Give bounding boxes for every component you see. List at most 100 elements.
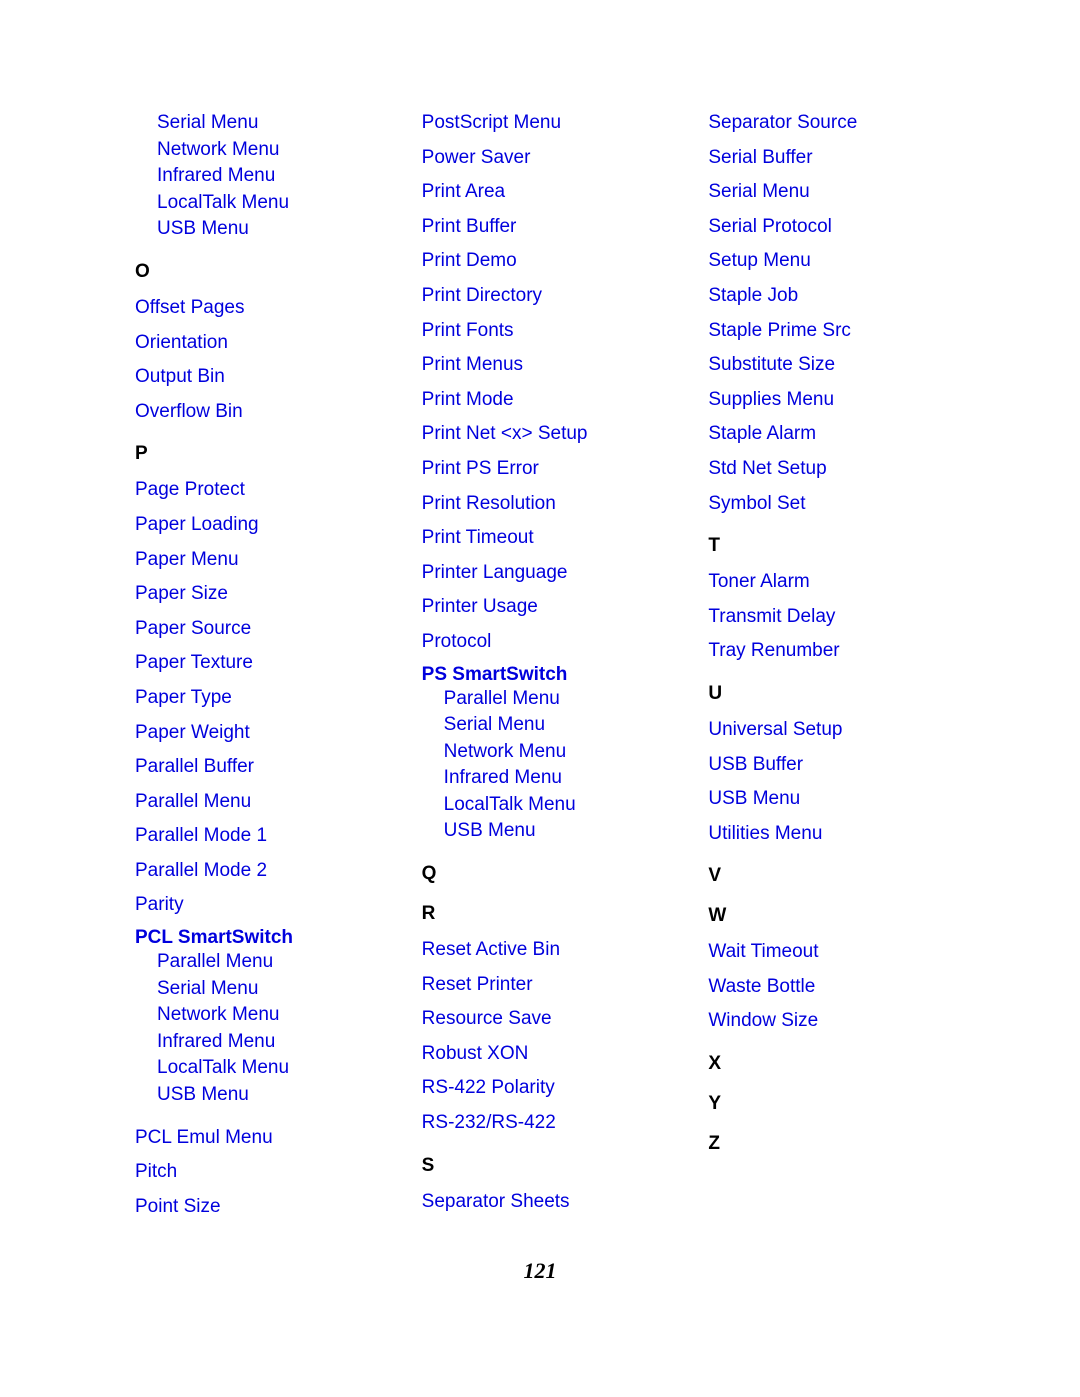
index-link[interactable]: Tray Renumber	[708, 638, 945, 665]
index-link[interactable]: USB Menu	[708, 786, 945, 813]
index-columns: Serial Menu Network Menu Infrared Menu L…	[135, 110, 945, 1228]
index-link[interactable]: Printer Usage	[422, 594, 659, 621]
index-link[interactable]: Robust XON	[422, 1041, 659, 1068]
index-link[interactable]: Transmit Delay	[708, 604, 945, 631]
index-link[interactable]: Parity	[135, 892, 372, 919]
index-link[interactable]: PCL Emul Menu	[135, 1125, 372, 1152]
index-link[interactable]: Print Directory	[422, 283, 659, 310]
index-link[interactable]: Serial Buffer	[708, 145, 945, 172]
letter-u: U	[708, 683, 945, 705]
index-link[interactable]: Reset Active Bin	[422, 937, 659, 964]
index-link[interactable]: LocalTalk Menu	[135, 1055, 372, 1082]
index-link[interactable]: Print Area	[422, 179, 659, 206]
index-link[interactable]: Setup Menu	[708, 248, 945, 275]
letter-s: S	[422, 1155, 659, 1177]
pcl-sub-group: Parallel Menu Serial Menu Network Menu I…	[135, 949, 372, 1109]
index-link[interactable]: Print Net <x> Setup	[422, 421, 659, 448]
index-link[interactable]: Print Mode	[422, 387, 659, 414]
index-link[interactable]: Utilities Menu	[708, 821, 945, 848]
index-link[interactable]: Staple Job	[708, 283, 945, 310]
index-link[interactable]: Parallel Mode 2	[135, 858, 372, 885]
index-link[interactable]: USB Buffer	[708, 752, 945, 779]
index-link[interactable]: Toner Alarm	[708, 569, 945, 596]
index-link[interactable]: Paper Type	[135, 685, 372, 712]
index-link[interactable]: Serial Menu	[135, 110, 372, 137]
index-link[interactable]: Paper Weight	[135, 720, 372, 747]
index-link[interactable]: LocalTalk Menu	[422, 792, 659, 819]
index-link[interactable]: Wait Timeout	[708, 939, 945, 966]
index-link[interactable]: Print Demo	[422, 248, 659, 275]
index-link[interactable]: LocalTalk Menu	[135, 190, 372, 217]
index-link[interactable]: Std Net Setup	[708, 456, 945, 483]
index-link[interactable]: Supplies Menu	[708, 387, 945, 414]
index-link[interactable]: Offset Pages	[135, 295, 372, 322]
index-link[interactable]: Paper Source	[135, 616, 372, 643]
index-link[interactable]: Parallel Mode 1	[135, 823, 372, 850]
index-link[interactable]: Serial Protocol	[708, 214, 945, 241]
index-link[interactable]: Print Resolution	[422, 491, 659, 518]
index-link[interactable]: Print Timeout	[422, 525, 659, 552]
index-link[interactable]: Power Saver	[422, 145, 659, 172]
index-link[interactable]: Parallel Buffer	[135, 754, 372, 781]
index-link[interactable]: Print Fonts	[422, 318, 659, 345]
index-link[interactable]: Paper Loading	[135, 512, 372, 539]
index-link[interactable]: Parallel Menu	[135, 789, 372, 816]
index-link[interactable]: Serial Menu	[135, 976, 372, 1003]
index-link[interactable]: Resource Save	[422, 1006, 659, 1033]
index-link[interactable]: USB Menu	[135, 1082, 372, 1109]
index-link[interactable]: Infrared Menu	[135, 163, 372, 190]
index-link[interactable]: Network Menu	[135, 137, 372, 164]
index-link[interactable]: USB Menu	[135, 216, 372, 243]
index-link[interactable]: Separator Source	[708, 110, 945, 137]
letter-v: V	[708, 865, 945, 887]
index-link[interactable]: Parallel Menu	[422, 686, 659, 713]
index-link[interactable]: Window Size	[708, 1008, 945, 1035]
page-number: 121	[135, 1258, 945, 1284]
index-link[interactable]: Staple Alarm	[708, 421, 945, 448]
index-link[interactable]: Infrared Menu	[422, 765, 659, 792]
index-link[interactable]: Serial Menu	[422, 712, 659, 739]
index-link[interactable]: PostScript Menu	[422, 110, 659, 137]
index-link[interactable]: RS-232/RS-422	[422, 1110, 659, 1137]
index-link[interactable]: USB Menu	[422, 818, 659, 845]
index-link[interactable]: Print Buffer	[422, 214, 659, 241]
column-2: PostScript Menu Power Saver Print Area P…	[422, 110, 659, 1228]
index-link[interactable]: Network Menu	[135, 1002, 372, 1029]
ps-sub-group: Parallel Menu Serial Menu Network Menu I…	[422, 686, 659, 846]
index-link[interactable]: Point Size	[135, 1194, 372, 1221]
letter-o: O	[135, 261, 372, 283]
letter-q: Q	[422, 863, 659, 885]
index-link[interactable]: Paper Menu	[135, 547, 372, 574]
letter-p: P	[135, 443, 372, 465]
letter-x: X	[708, 1053, 945, 1075]
index-link[interactable]: Waste Bottle	[708, 974, 945, 1001]
index-link[interactable]: RS-422 Polarity	[422, 1075, 659, 1102]
index-link[interactable]: Output Bin	[135, 364, 372, 391]
index-link[interactable]: Paper Texture	[135, 650, 372, 677]
index-link[interactable]: Overflow Bin	[135, 399, 372, 426]
index-link[interactable]: Pitch	[135, 1159, 372, 1186]
index-link[interactable]: Protocol	[422, 629, 659, 656]
letter-t: T	[708, 535, 945, 557]
col1-pre-group: Serial Menu Network Menu Infrared Menu L…	[135, 110, 372, 243]
index-link[interactable]: Print PS Error	[422, 456, 659, 483]
index-link[interactable]: Substitute Size	[708, 352, 945, 379]
index-link[interactable]: Universal Setup	[708, 717, 945, 744]
index-link[interactable]: Print Menus	[422, 352, 659, 379]
index-link[interactable]: Orientation	[135, 330, 372, 357]
index-link[interactable]: Paper Size	[135, 581, 372, 608]
index-link[interactable]: Page Protect	[135, 477, 372, 504]
ps-smartswitch-heading[interactable]: PS SmartSwitch	[422, 664, 659, 686]
index-link[interactable]: Parallel Menu	[135, 949, 372, 976]
index-link[interactable]: Serial Menu	[708, 179, 945, 206]
pcl-smartswitch-heading[interactable]: PCL SmartSwitch	[135, 927, 372, 949]
index-link[interactable]: Printer Language	[422, 560, 659, 587]
index-link[interactable]: Reset Printer	[422, 972, 659, 999]
letter-y: Y	[708, 1093, 945, 1115]
index-link[interactable]: Infrared Menu	[135, 1029, 372, 1056]
index-link[interactable]: Staple Prime Src	[708, 318, 945, 345]
index-link[interactable]: Symbol Set	[708, 491, 945, 518]
index-link[interactable]: Network Menu	[422, 739, 659, 766]
index-link[interactable]: Separator Sheets	[422, 1189, 659, 1216]
column-3: Separator Source Serial Buffer Serial Me…	[708, 110, 945, 1228]
